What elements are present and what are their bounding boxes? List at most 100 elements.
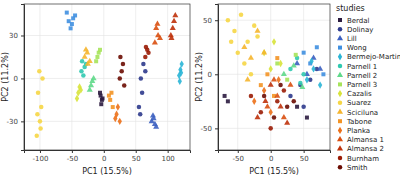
point (274, 92, 280, 97)
tick: 0 (14, 75, 24, 83)
point (249, 72, 254, 77)
tick-label: -100 (33, 155, 49, 163)
point (302, 51, 306, 55)
point (252, 23, 257, 28)
figure: -100-50050100-30030PC1 (15.5%)PC2 (11.2%… (0, 0, 400, 178)
point (261, 49, 267, 54)
legend-symbol (338, 64, 343, 69)
tick: 0 (208, 71, 218, 79)
point (278, 103, 284, 108)
point (36, 90, 41, 95)
legend-symbol (338, 27, 343, 32)
point (318, 81, 322, 88)
tick-mark (104, 150, 105, 153)
tick-mark (40, 150, 41, 153)
tick: 0 (102, 150, 106, 163)
point (285, 78, 289, 82)
point (262, 94, 267, 99)
point (271, 76, 277, 81)
legend-symbol (338, 101, 343, 106)
point (119, 69, 124, 74)
point (87, 58, 93, 63)
panel: -100-50050100-30030PC1 (15.5%)PC2 (11.2%… (1, 4, 191, 176)
point (223, 94, 227, 98)
legend-symbol (337, 72, 343, 77)
point (75, 95, 79, 102)
y-axis-title: PC2 (11.2%) (195, 52, 204, 102)
point (259, 110, 264, 115)
grid-line (167, 4, 168, 150)
point (118, 118, 122, 125)
point (294, 53, 298, 57)
point (288, 94, 293, 99)
point (305, 76, 309, 83)
legend-symbol (337, 136, 343, 141)
point (94, 59, 98, 63)
point (98, 91, 102, 95)
point (315, 45, 319, 49)
legend-label: Lill (347, 35, 357, 43)
point (91, 75, 97, 80)
legend-symbol (338, 18, 342, 22)
point (37, 69, 42, 74)
legend-label: Planka (347, 127, 370, 135)
tick-label: -50 (233, 155, 244, 163)
point (269, 108, 273, 115)
point (172, 12, 178, 17)
tick-mark (136, 150, 137, 153)
legend: studiesBerdalDolinayLillWongBermejo-Mart… (336, 4, 400, 172)
tick-mark (238, 150, 239, 153)
point (226, 18, 231, 23)
point (241, 44, 247, 49)
point (248, 55, 254, 60)
point (139, 76, 144, 81)
point (252, 98, 256, 105)
tick: 50 (132, 150, 141, 163)
point (232, 29, 237, 34)
point (309, 58, 313, 65)
point (264, 103, 270, 108)
x-axis: -100-50050100 (25, 150, 191, 163)
point (299, 84, 305, 89)
point (321, 72, 325, 76)
point (301, 104, 306, 109)
tick-mark (21, 121, 24, 122)
tick-label: 100 (161, 155, 174, 163)
point (170, 25, 176, 30)
point (39, 105, 44, 110)
point (180, 60, 184, 67)
point (38, 119, 43, 124)
point (84, 49, 90, 54)
grid (218, 4, 330, 150)
grid (24, 4, 190, 150)
legend-symbol (338, 165, 343, 170)
point (146, 50, 151, 55)
point (284, 119, 290, 124)
point (226, 99, 230, 103)
tick-label: 50 (300, 155, 309, 163)
point (38, 126, 43, 131)
point (98, 48, 102, 52)
point (101, 96, 105, 100)
point (272, 115, 277, 120)
point (245, 76, 251, 81)
point (141, 62, 146, 67)
point (40, 76, 45, 81)
legend-label: Parnell 2 (347, 72, 377, 80)
point (239, 13, 244, 18)
tick: -100 (33, 150, 49, 163)
legend-label: Parnell 3 (347, 81, 377, 89)
point (71, 16, 75, 20)
point (305, 116, 309, 120)
points (35, 11, 184, 138)
tick-label: 50 (132, 155, 141, 163)
points (223, 13, 326, 131)
point (317, 65, 323, 70)
point (295, 105, 299, 109)
tick-label: -50 (201, 125, 212, 133)
tick-mark (21, 78, 24, 79)
point (79, 69, 84, 74)
point (311, 65, 315, 72)
tick: 30 (9, 32, 24, 40)
tick-mark (271, 150, 272, 153)
